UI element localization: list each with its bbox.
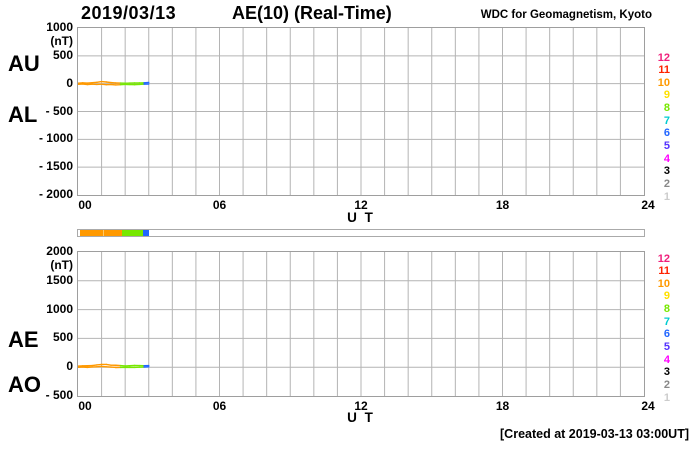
y-tick-label: 0 — [66, 75, 73, 90]
legend-station-count: 4 — [663, 152, 670, 165]
y-tick-label: 2000 — [46, 244, 73, 258]
side-label-ao: AO — [8, 372, 41, 397]
legend-station-count: 11 — [658, 265, 670, 278]
y-tick-label: - 1000 — [38, 131, 73, 146]
source-label: WDC for Geomagnetism, Kyoto — [480, 9, 652, 21]
side-label-al: AL — [8, 102, 38, 127]
y-tick-label: - 500 — [45, 103, 73, 118]
upper-chart-ut-axis-label: U T — [347, 210, 375, 225]
y-tick-label: 1500 — [46, 272, 73, 287]
y-tick-label: - 500 — [45, 388, 73, 402]
legend-station-count: 11 — [658, 64, 670, 77]
availability-bar-segment — [122, 230, 143, 236]
legend-station-count: 7 — [663, 315, 670, 328]
x-tick-label: 12 — [354, 198, 368, 212]
side-label-ae: AE — [8, 327, 39, 352]
legend-station-count: 8 — [663, 102, 670, 115]
side-label-au: AU — [8, 51, 40, 76]
x-tick-label: 06 — [212, 198, 227, 212]
y-tick-label: 0 — [66, 359, 73, 374]
trace-au — [96, 80, 103, 83]
lower-chart-plot-area — [77, 251, 645, 397]
trace-ae — [105, 363, 112, 366]
x-tick-label: 18 — [495, 399, 510, 413]
y-tick-label: 500 — [52, 330, 73, 345]
legend-station-count: 9 — [663, 89, 670, 102]
x-tick-label: 18 — [495, 198, 510, 212]
legend-station-count: 9 — [663, 290, 670, 303]
legend-station-count: 6 — [663, 328, 670, 341]
y-tick-label: - 2000 — [38, 187, 73, 201]
legend-station-count: 5 — [663, 139, 670, 152]
lower-chart-canvas — [78, 252, 644, 396]
created-label: [Created at 2019-03-13 03:00UT] — [500, 427, 689, 441]
legend-station-count: 1 — [663, 190, 670, 203]
x-tick-label: 00 — [78, 399, 92, 413]
title-date: 2019/03/13 — [81, 3, 177, 23]
x-tick-label: 12 — [354, 399, 368, 413]
y-axis-unit-label: (nT) — [50, 258, 73, 273]
legend-station-count: 12 — [657, 252, 670, 265]
availability-bar-segment — [142, 230, 149, 236]
legend-station-count: 10 — [657, 76, 670, 89]
legend-station-count: 4 — [663, 353, 670, 366]
y-tick-label: 500 — [52, 47, 73, 62]
y-tick-label: 1000 — [46, 20, 73, 34]
legend-station-count: 1 — [663, 391, 670, 404]
x-tick-label: 24 — [641, 399, 655, 413]
y-tick-label: - 1500 — [38, 159, 73, 174]
trace-ae — [91, 364, 98, 367]
availability-bar-segment — [79, 230, 123, 236]
legend-station-count: 12 — [657, 51, 670, 64]
legend-station-count: 7 — [663, 114, 670, 127]
x-tick-label: 00 — [78, 198, 92, 212]
trace-au — [105, 81, 112, 84]
lower-chart-ut-axis-label: U T — [347, 410, 375, 425]
x-tick-label: 24 — [641, 198, 655, 212]
availability-bar-divider — [102, 230, 104, 236]
legend-station-count: 6 — [663, 127, 670, 140]
upper-chart-plot-area — [77, 27, 645, 196]
y-tick-label: 1000 — [46, 301, 73, 316]
legend-station-count: 5 — [663, 340, 670, 353]
legend-station-count: 3 — [663, 165, 670, 178]
y-axis-unit-label: (nT) — [50, 33, 73, 48]
availability-bar — [77, 229, 645, 237]
legend-station-count: 10 — [657, 277, 670, 290]
upper-chart-canvas — [78, 28, 644, 195]
legend-station-count: 8 — [663, 303, 670, 316]
trace-ae — [96, 363, 103, 366]
legend-station-count: 2 — [663, 378, 670, 391]
legend-station-count: 2 — [663, 177, 670, 190]
x-tick-label: 06 — [212, 399, 227, 413]
legend-station-count: 3 — [663, 366, 670, 379]
page-title: AE(10) (Real-Time) — [232, 3, 392, 23]
